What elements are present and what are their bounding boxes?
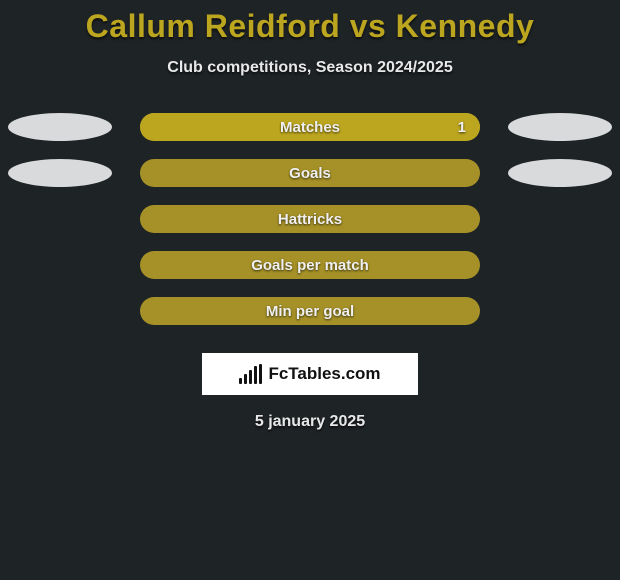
stat-pill: Goals per match	[140, 251, 480, 279]
stat-label: Goals	[140, 159, 480, 187]
date-label: 5 january 2025	[0, 413, 620, 431]
stat-row: Goals per match	[0, 251, 620, 279]
stat-row: Hattricks	[0, 205, 620, 233]
stat-label: Matches	[140, 113, 480, 141]
page-subtitle: Club competitions, Season 2024/2025	[0, 59, 620, 77]
stat-value-right: 1	[458, 113, 466, 141]
stat-pill: Goals	[140, 159, 480, 187]
right-ellipse	[508, 159, 612, 187]
stat-row: Goals	[0, 159, 620, 187]
branding-badge: FcTables.com	[202, 353, 418, 395]
stat-row: Min per goal	[0, 297, 620, 325]
stat-label: Goals per match	[140, 251, 480, 279]
left-ellipse	[8, 159, 112, 187]
stat-pill: Min per goal	[140, 297, 480, 325]
left-ellipse	[8, 113, 112, 141]
comparison-card: Callum Reidford vs Kennedy Club competit…	[0, 0, 620, 580]
branding-text: FcTables.com	[268, 364, 380, 384]
stat-label: Hattricks	[140, 205, 480, 233]
bar-chart-icon	[239, 364, 262, 384]
right-ellipse	[508, 113, 612, 141]
stat-label: Min per goal	[140, 297, 480, 325]
stat-pill: Hattricks	[140, 205, 480, 233]
page-title: Callum Reidford vs Kennedy	[0, 0, 620, 45]
stat-rows: Matches 1 Goals Hattricks	[0, 113, 620, 325]
stat-pill: Matches 1	[140, 113, 480, 141]
stat-row: Matches 1	[0, 113, 620, 141]
